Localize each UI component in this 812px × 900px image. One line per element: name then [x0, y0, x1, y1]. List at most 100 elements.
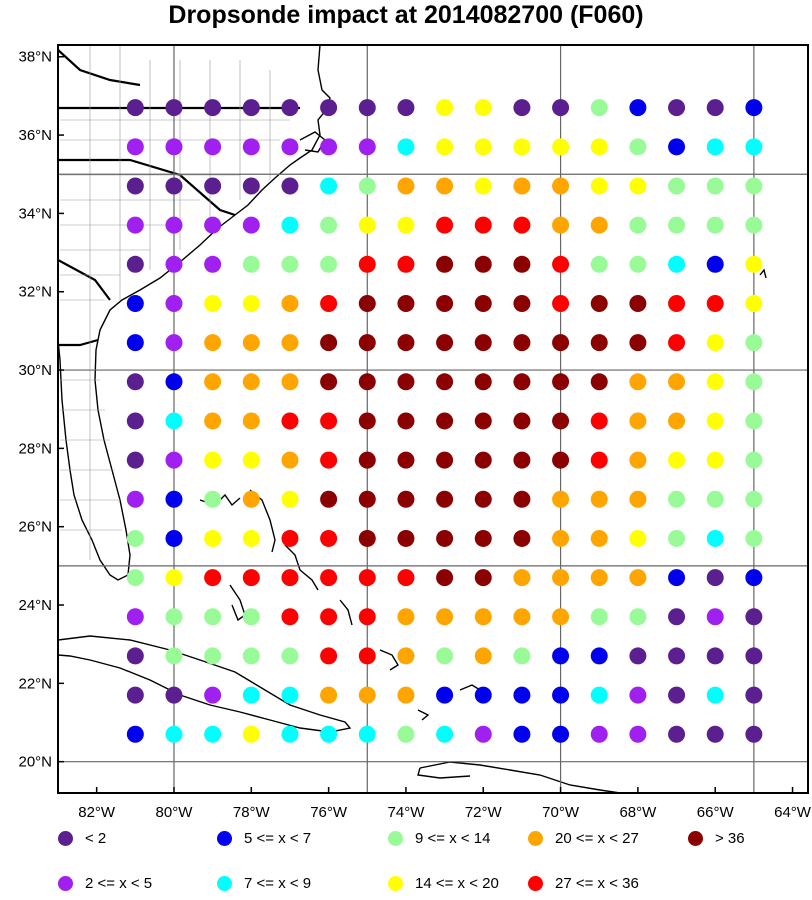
impact-dot [358, 216, 376, 234]
impact-dot [513, 294, 531, 312]
impact-dot [204, 529, 222, 547]
impact-dot [358, 294, 376, 312]
impact-dot [745, 725, 763, 743]
impact-dot [397, 138, 415, 156]
impact-dot [281, 451, 299, 469]
impact-dot [552, 608, 570, 626]
impact-dot [126, 412, 144, 430]
impact-dot [745, 334, 763, 352]
impact-dot [242, 529, 260, 547]
impact-dot [629, 412, 647, 430]
impact-dot [242, 216, 260, 234]
impact-dot [706, 451, 724, 469]
impact-dot [320, 177, 338, 195]
impact-dot [358, 686, 376, 704]
impact-dot [552, 490, 570, 508]
impact-dot [436, 138, 454, 156]
impact-dot [126, 294, 144, 312]
impact-dot [745, 647, 763, 665]
impact-dot [165, 294, 183, 312]
impact-dot [474, 490, 492, 508]
impact-dot [474, 138, 492, 156]
impact-dot [706, 99, 724, 117]
impact-dot [242, 373, 260, 391]
impact-dot [668, 686, 686, 704]
impact-dot [706, 725, 724, 743]
impact-dot [204, 255, 222, 273]
impact-dot [358, 490, 376, 508]
impact-dot [629, 608, 647, 626]
impact-dot [126, 99, 144, 117]
impact-dot [590, 725, 608, 743]
impact-dot [281, 177, 299, 195]
impact-dot [126, 569, 144, 587]
impact-dot [242, 686, 260, 704]
impact-dot [474, 177, 492, 195]
impact-dot [320, 647, 338, 665]
impact-dot [474, 647, 492, 665]
lat-tick-label: 32°N [18, 284, 52, 301]
impact-dot [126, 725, 144, 743]
impact-dot [668, 334, 686, 352]
impact-dot [281, 216, 299, 234]
impact-dot [552, 725, 570, 743]
impact-dot [165, 451, 183, 469]
impact-dot [745, 138, 763, 156]
impact-dot [706, 647, 724, 665]
impact-dot [513, 216, 531, 234]
impact-dot [474, 255, 492, 273]
impact-dot [204, 334, 222, 352]
impact-dot [552, 255, 570, 273]
impact-dot [706, 608, 724, 626]
impact-dot [165, 647, 183, 665]
impact-dot [126, 373, 144, 391]
impact-dot [281, 529, 299, 547]
impact-dot [436, 686, 454, 704]
impact-dot [590, 412, 608, 430]
impact-dot [204, 373, 222, 391]
impact-dot [397, 177, 415, 195]
impact-dot [397, 216, 415, 234]
impact-dot [706, 490, 724, 508]
impact-dot [397, 334, 415, 352]
impact-dot [281, 138, 299, 156]
impact-dot [358, 608, 376, 626]
impact-dot [552, 569, 570, 587]
impact-dot [629, 647, 647, 665]
impact-dot [397, 412, 415, 430]
impact-dot [629, 686, 647, 704]
impact-dot [668, 412, 686, 430]
impact-dot [629, 177, 647, 195]
lon-tick-label: 68°W [619, 804, 657, 821]
impact-dot [474, 529, 492, 547]
impact-dot [745, 608, 763, 626]
impact-dot [552, 334, 570, 352]
impact-dot [204, 686, 222, 704]
impact-dot [745, 490, 763, 508]
impact-dot [474, 608, 492, 626]
impact-dot [320, 334, 338, 352]
impact-dot [590, 608, 608, 626]
map-title: Dropsonde impact at 2014082700 (F060) [168, 1, 644, 29]
impact-dot [590, 569, 608, 587]
impact-dot [706, 529, 724, 547]
impact-dot [320, 529, 338, 547]
impact-dot [552, 451, 570, 469]
impact-dot [706, 177, 724, 195]
impact-dot [745, 529, 763, 547]
impact-dot [474, 373, 492, 391]
lon-tick-label: 66°W [697, 804, 735, 821]
impact-dot [590, 686, 608, 704]
impact-dot [513, 451, 531, 469]
impact-dot [397, 725, 415, 743]
impact-dot [436, 569, 454, 587]
impact-dot [513, 334, 531, 352]
impact-dot [320, 490, 338, 508]
lat-tick-label: 28°N [18, 440, 52, 457]
impact-dot [320, 686, 338, 704]
impact-dot [242, 725, 260, 743]
impact-dot [320, 294, 338, 312]
impact-dot [126, 138, 144, 156]
impact-dot [281, 647, 299, 665]
